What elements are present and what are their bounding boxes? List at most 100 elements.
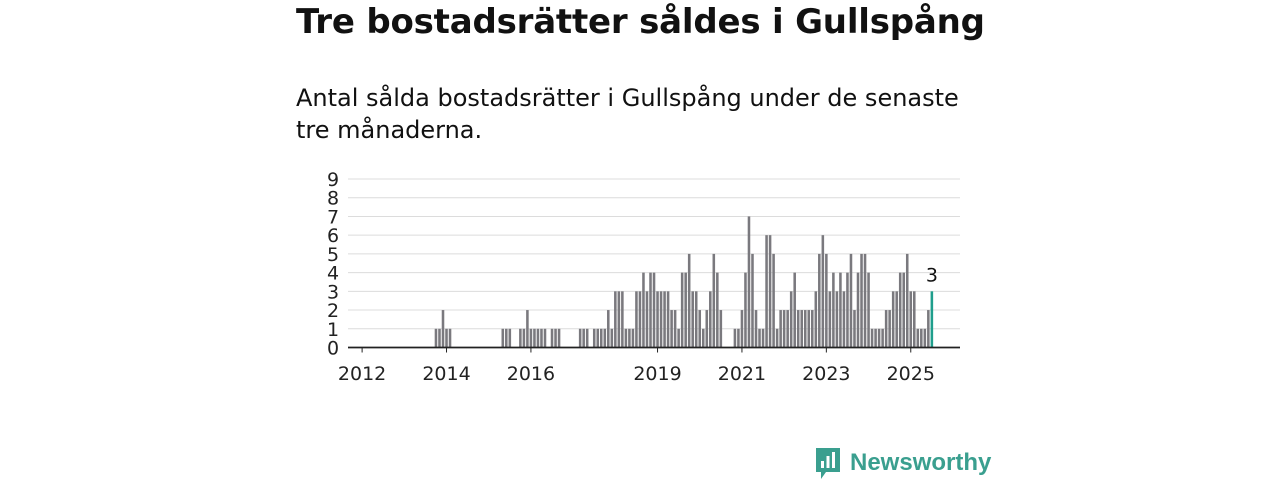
bar (716, 272, 719, 348)
bar (529, 328, 533, 348)
bar (811, 310, 814, 348)
bars (434, 216, 934, 348)
x-tick-label: 2016 (507, 363, 555, 385)
bar (434, 328, 438, 348)
y-tick-label: 5 (327, 244, 339, 266)
bar (645, 291, 649, 348)
bar (772, 253, 775, 348)
x-tick-label: 2025 (887, 363, 935, 385)
bar (902, 272, 905, 348)
bar (666, 291, 670, 348)
bar (698, 310, 702, 348)
last-value-label: 3 (926, 264, 938, 286)
bar (814, 291, 818, 348)
bar (761, 328, 765, 348)
bar (751, 253, 754, 348)
bar (631, 328, 635, 348)
bar (754, 310, 758, 348)
y-tick-label: 4 (327, 263, 339, 285)
bar (719, 310, 723, 348)
bar (684, 272, 687, 348)
bar (874, 328, 877, 348)
bar (923, 328, 927, 348)
bar (744, 272, 747, 348)
bar (519, 328, 522, 348)
bar (656, 291, 659, 348)
bar (877, 328, 881, 348)
bar (501, 328, 505, 348)
bar (585, 328, 589, 348)
bar (881, 328, 884, 348)
bar (870, 328, 874, 348)
bar (909, 291, 913, 348)
bar (526, 310, 529, 348)
bar (895, 291, 898, 348)
bar (825, 253, 828, 348)
bar (694, 291, 698, 348)
x-tick-label: 2014 (422, 363, 470, 385)
bar (705, 310, 709, 348)
bar (800, 310, 804, 348)
bar (846, 272, 849, 348)
bar (913, 291, 916, 348)
bar (677, 328, 680, 348)
bar (557, 328, 561, 348)
x-tick-labels: 2012 2014 2016 2019 2021 2023 2025 (338, 347, 935, 385)
bar (536, 328, 540, 348)
x-tick-label: 2012 (338, 363, 386, 385)
bar (842, 291, 846, 348)
bar (628, 328, 631, 348)
chart-subtitle: Antal sålda bostadsrätter i Gullspång un… (296, 84, 959, 144)
bar (905, 253, 909, 348)
bar (599, 328, 603, 348)
bar (821, 235, 825, 348)
bar (659, 291, 663, 348)
bar (614, 291, 617, 348)
bar (578, 328, 582, 348)
bar (775, 328, 779, 348)
bar (607, 310, 610, 348)
y-tick-label: 2 (327, 300, 339, 322)
bar (642, 272, 645, 348)
bar (508, 328, 512, 348)
bar (849, 253, 853, 348)
bar (758, 328, 761, 348)
bar-latest (930, 291, 934, 348)
bar (663, 291, 666, 348)
bar (927, 310, 930, 348)
y-tick-label: 0 (327, 338, 339, 360)
bar (448, 328, 452, 348)
bar (635, 291, 638, 348)
y-tick-label: 6 (327, 225, 339, 247)
bar (789, 291, 793, 348)
bar (891, 291, 895, 348)
bar (853, 310, 856, 348)
bar (687, 253, 691, 348)
bar (884, 310, 888, 348)
bar (649, 272, 652, 348)
bar (807, 310, 811, 348)
bar (533, 328, 536, 348)
bar (818, 253, 821, 348)
bar (522, 328, 526, 348)
bar (920, 328, 923, 348)
bar (709, 291, 712, 348)
bar (617, 291, 621, 348)
bar (828, 291, 832, 348)
bar (554, 328, 557, 348)
bar (733, 328, 737, 348)
bar (768, 235, 772, 348)
bar (888, 310, 891, 348)
bar (701, 328, 705, 348)
bar (624, 328, 628, 348)
bar (543, 328, 547, 348)
bar (860, 253, 863, 348)
bar (445, 328, 448, 348)
bar (441, 310, 445, 348)
bar (680, 272, 684, 348)
bar (603, 328, 607, 348)
brand-name: Newsworthy (850, 449, 992, 476)
x-tick-label: 2021 (718, 363, 766, 385)
bar (610, 328, 614, 348)
